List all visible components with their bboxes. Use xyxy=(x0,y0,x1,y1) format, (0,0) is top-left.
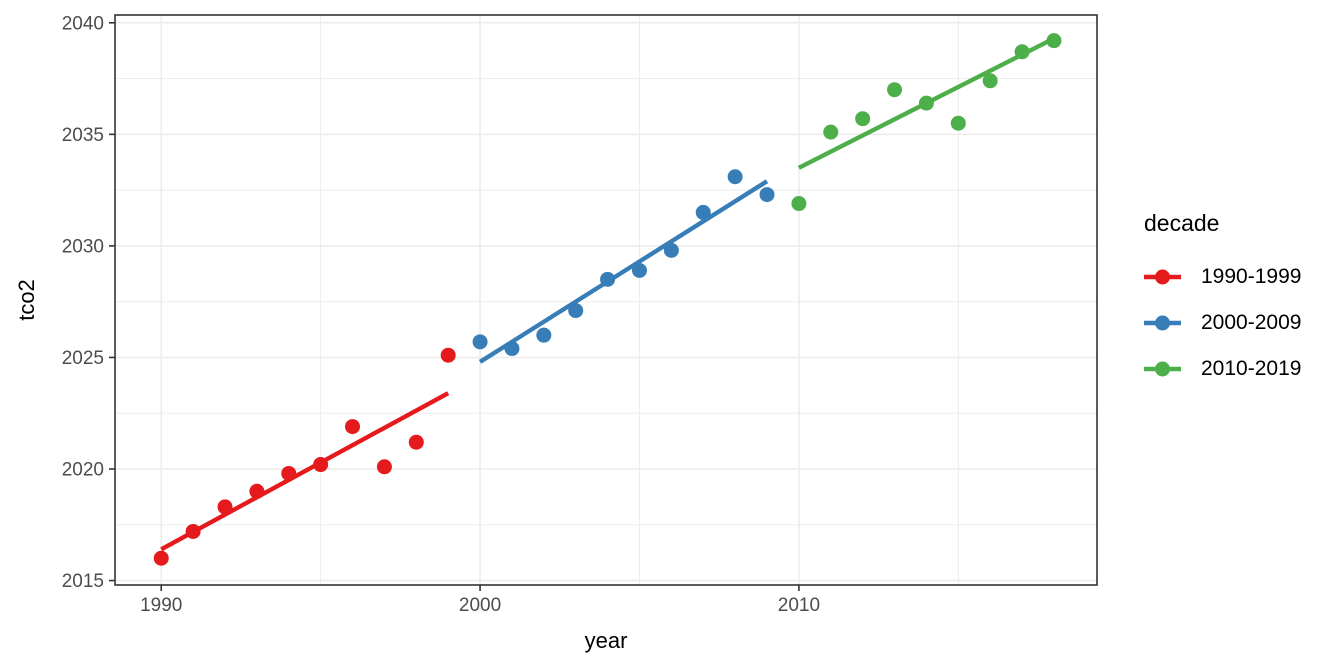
data-point xyxy=(631,262,647,278)
x-tick-label: 2000 xyxy=(459,595,501,616)
data-point xyxy=(727,169,743,185)
data-point xyxy=(440,347,456,363)
y-tick-label: 2030 xyxy=(62,237,104,258)
legend-entry-label: 2000-2009 xyxy=(1201,311,1302,334)
data-layer xyxy=(153,33,1062,566)
legend-entry-label: 2010-2019 xyxy=(1201,357,1302,380)
y-axis-title: tco2 xyxy=(14,279,39,321)
data-point xyxy=(663,242,679,258)
legend-entry: 1990-1999 xyxy=(1144,262,1301,292)
y-tick-label: 2020 xyxy=(62,460,104,481)
legend-key-line-dot-icon xyxy=(1144,354,1181,384)
data-point xyxy=(568,303,584,319)
y-tick-label: 2015 xyxy=(62,571,104,592)
x-tick-label: 1990 xyxy=(140,595,182,616)
legend-key-dot xyxy=(1155,269,1170,285)
legend-title: decade xyxy=(1144,210,1220,236)
legend-entry: 2010-2019 xyxy=(1144,354,1301,384)
legend-entry-label: 1990-1999 xyxy=(1201,265,1302,288)
data-point xyxy=(345,419,361,435)
trend-line xyxy=(478,179,769,364)
trend-line xyxy=(160,391,450,552)
grid-layer xyxy=(115,15,1097,585)
x-axis-title: year xyxy=(585,628,628,653)
series-2010-2019 xyxy=(791,33,1062,212)
data-point xyxy=(950,115,966,131)
legend-key-line-dot-icon xyxy=(1144,262,1181,292)
data-point xyxy=(408,434,424,450)
data-point xyxy=(855,111,871,127)
data-point xyxy=(472,334,488,350)
legend-entries: 1990-1999 2000-2009 2010-2019 xyxy=(1144,262,1301,384)
series-1990-1999 xyxy=(153,347,456,566)
legend-key-line-dot-icon xyxy=(1144,308,1181,338)
trend-line xyxy=(797,36,1055,170)
y-tick-label: 2035 xyxy=(62,125,104,146)
legend-key-dot xyxy=(1155,315,1170,331)
legend: decade 1990-1999 2000-2009 2010-2019 xyxy=(1144,208,1301,400)
x-tick-label: 2010 xyxy=(778,595,820,616)
series-2000-2009 xyxy=(472,169,775,364)
data-point xyxy=(823,124,839,140)
data-point xyxy=(791,196,807,212)
data-point xyxy=(887,82,903,98)
data-point xyxy=(536,327,552,343)
axis-layer: 1990 2000 2010 2015 2020 2025 2030 2035 2040 xyxy=(62,13,1098,616)
data-point xyxy=(153,550,169,566)
data-point xyxy=(982,73,998,89)
data-point xyxy=(695,204,711,220)
legend-key-dot xyxy=(1155,361,1170,377)
panel-background xyxy=(115,15,1097,585)
data-point xyxy=(759,187,775,203)
legend-entry: 2000-2009 xyxy=(1144,308,1301,338)
data-point xyxy=(376,459,392,475)
y-tick-label: 2040 xyxy=(62,13,104,34)
panel-border xyxy=(114,14,1098,586)
y-tick-label: 2025 xyxy=(62,348,104,369)
